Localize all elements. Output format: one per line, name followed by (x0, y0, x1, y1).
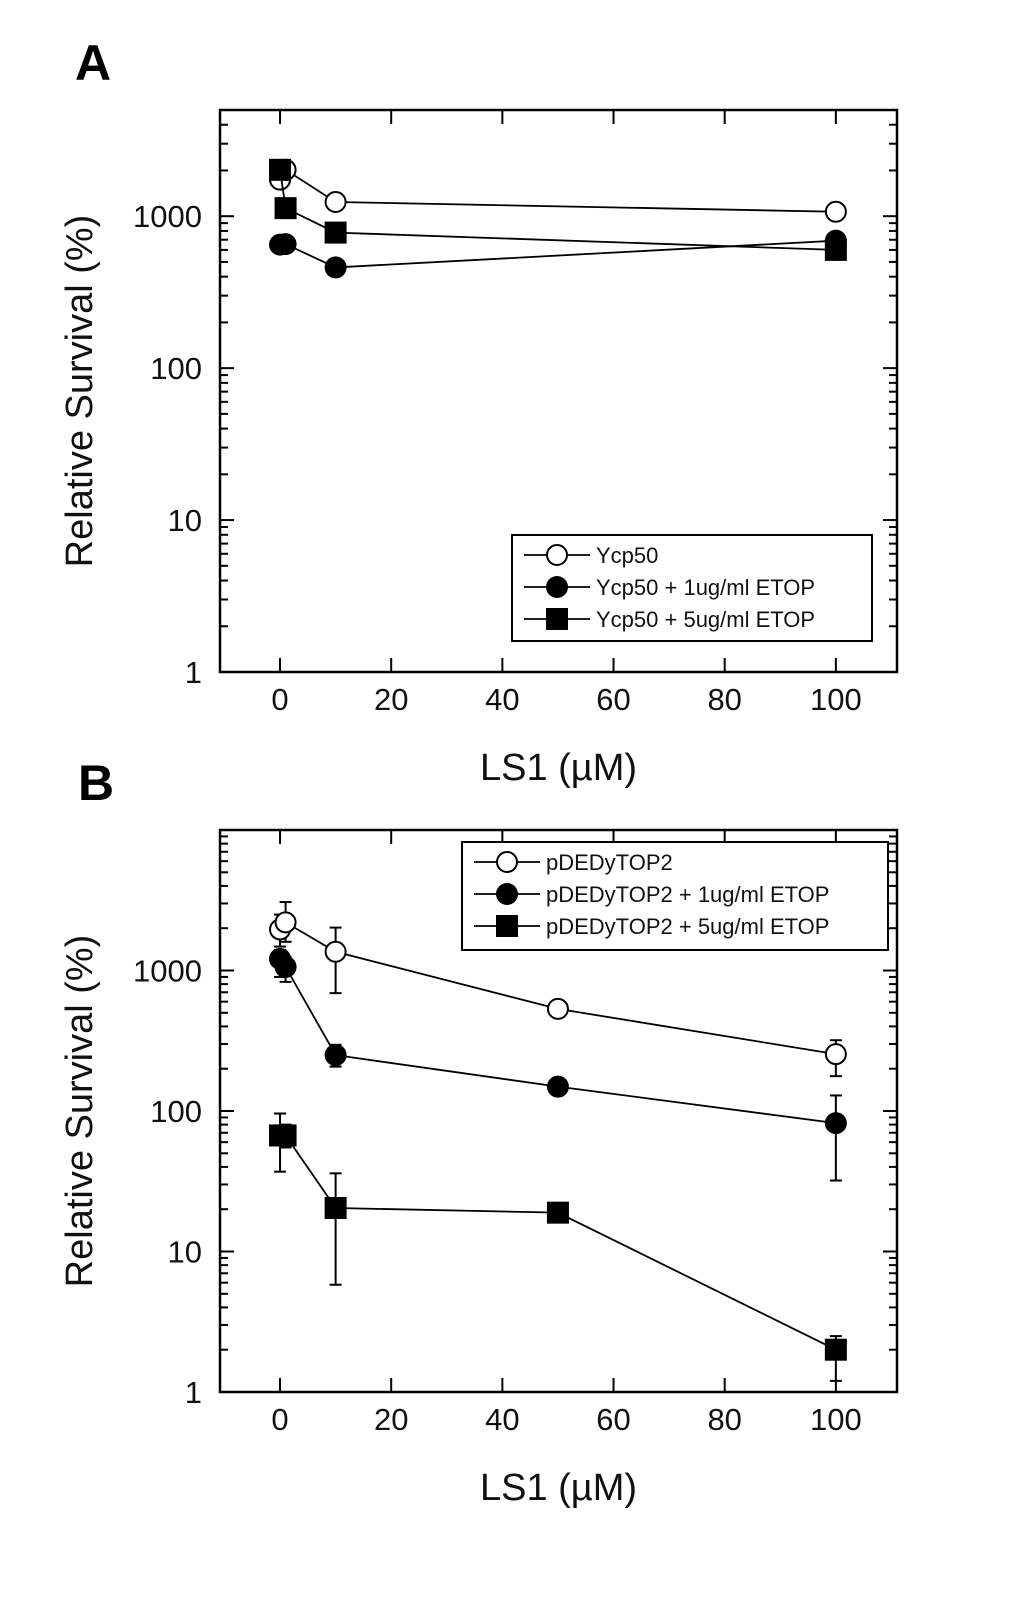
data-point (269, 158, 292, 181)
data-point (546, 1075, 569, 1098)
legend-marker (496, 851, 518, 873)
legend-marker (546, 608, 568, 630)
series-2 (269, 947, 847, 1182)
data-point (324, 191, 347, 214)
data-point (824, 1043, 847, 1066)
data-point (274, 911, 297, 934)
series-1 (269, 158, 847, 223)
x-axis-title: LS1 (µM) (480, 747, 637, 789)
x-tick-label: 0 (271, 1402, 288, 1437)
legend-box (461, 841, 889, 951)
x-tick-label: 80 (707, 1402, 741, 1437)
panel-letter-a: A (75, 35, 111, 91)
x-tick-label: 100 (810, 1402, 862, 1437)
y-tick-label: 100 (150, 1094, 202, 1129)
legend-marker (496, 883, 518, 905)
y-tick-label: 1 (185, 655, 202, 690)
legend-marker (546, 544, 568, 566)
legend-label: pDEDyTOP2 (546, 850, 673, 875)
data-point (546, 1201, 569, 1224)
x-tick-label: 20 (374, 1402, 408, 1437)
series-line (280, 1134, 837, 1351)
legend-label: Ycp50 + 1ug/ml ETOP (596, 575, 815, 600)
x-tick-label: 60 (596, 1402, 630, 1437)
data-point (824, 1112, 847, 1135)
x-tick-label: 60 (596, 682, 630, 717)
series-2 (269, 229, 847, 279)
legend: Ycp50 Ycp50 + 1ug/ml ETOP Ycp50 + 5ug/ml E… (511, 534, 873, 642)
x-tick-label: 20 (374, 682, 408, 717)
y-tick-label: 10 (168, 503, 202, 538)
data-point (824, 238, 847, 261)
x-tick-label: 80 (707, 682, 741, 717)
data-point (824, 200, 847, 223)
series-1 (269, 901, 847, 1078)
legend-box (511, 534, 873, 642)
y-tick-label: 1000 (133, 954, 202, 989)
legend-marker (496, 915, 518, 937)
series-line (279, 239, 836, 269)
legend-marker (546, 576, 568, 598)
data-point (824, 1338, 847, 1361)
data-point (274, 955, 297, 978)
legend: pDEDyTOP2 pDEDyTOP2 + 1ug/ml ETOP pDEDyTOP… (461, 841, 889, 951)
panel-letter-b: B (78, 755, 114, 811)
data-point (274, 1124, 297, 1147)
y-tick-label: 1 (185, 1375, 202, 1410)
y-axis-title: Relative Survival (%) (59, 935, 101, 1288)
data-point (546, 997, 569, 1020)
y-tick-label: 100 (150, 351, 202, 386)
y-tick-label: 10 (168, 1235, 202, 1270)
data-point (324, 256, 347, 279)
panel-a-plot: 0 20 40 60 80 100 1 10 100 1000 LS1 (µM) Relative S… (59, 108, 899, 789)
series-3 (269, 158, 847, 261)
legend-label: pDEDyTOP2 + 5ug/ml ETOP (546, 914, 829, 939)
data-point (324, 1196, 347, 1219)
series-3 (269, 1112, 847, 1382)
data-point (324, 221, 347, 244)
x-tick-label: 40 (485, 682, 519, 717)
data-point (274, 233, 297, 256)
legend-label: Ycp50 + 5ug/ml ETOP (596, 607, 815, 632)
y-axis-title: Relative Survival (%) (59, 215, 101, 568)
y-tick-label: 1000 (133, 199, 202, 234)
series-line (279, 169, 836, 251)
legend-label: pDEDyTOP2 + 1ug/ml ETOP (546, 882, 829, 907)
data-point (324, 1044, 347, 1067)
x-tick-label: 40 (485, 1402, 519, 1437)
x-axis-title: LS1 (µM) (480, 1467, 637, 1509)
x-tick-label: 0 (271, 682, 288, 717)
data-point (274, 197, 297, 220)
legend-label: Ycp50 (596, 543, 658, 568)
x-tick-label: 100 (810, 682, 862, 717)
data-point (324, 940, 347, 963)
panel-b-plot: 0 20 40 60 80 100 1 10 100 1000 LS1 (µM) Relative S… (59, 828, 899, 1509)
series-line (279, 168, 836, 213)
